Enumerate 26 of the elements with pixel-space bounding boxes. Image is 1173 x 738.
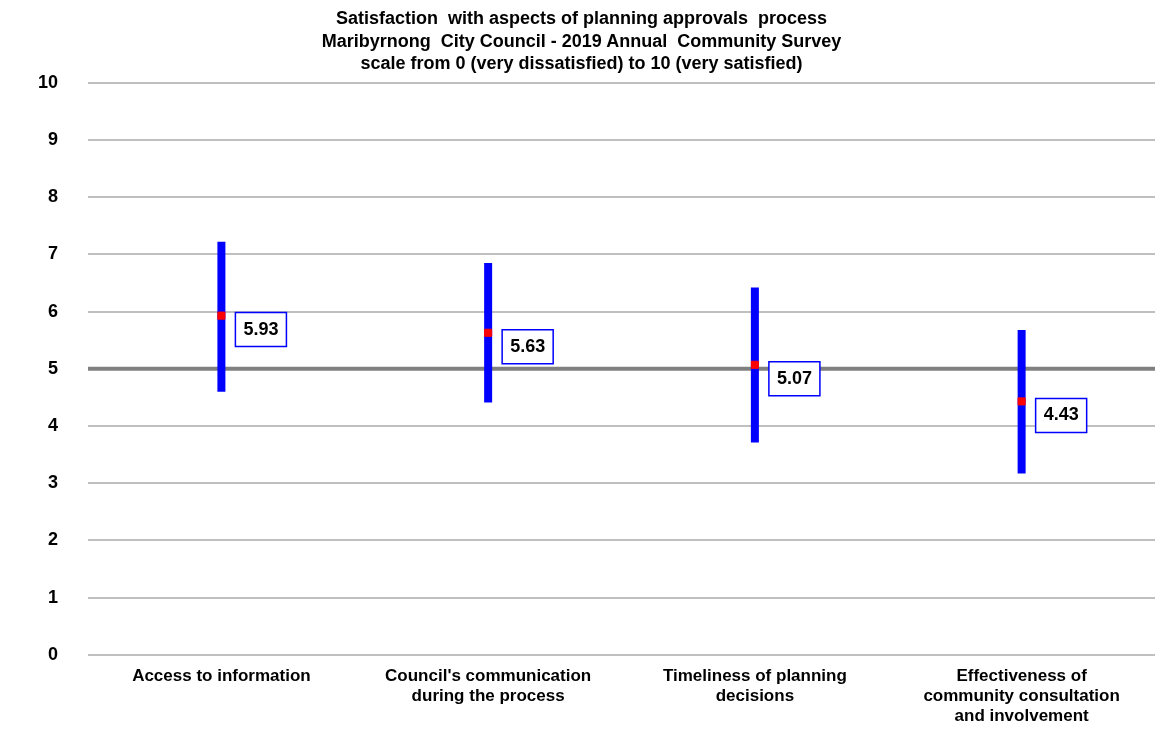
x-tick-label: Council's communication during the process	[385, 665, 592, 706]
point	[1017, 397, 1026, 406]
data-label: 5.93	[243, 318, 279, 339]
y-tick-label: 0	[48, 643, 59, 664]
y-tick-label: 3	[48, 472, 59, 493]
y-tick-label: 8	[48, 186, 59, 207]
x-tick-label: Access to information	[132, 665, 311, 685]
x-tick-label: Effectiveness of community consultation and involvement	[923, 665, 1120, 726]
y-tick-label: 10	[37, 71, 59, 92]
point	[217, 311, 226, 320]
y-tick-label: 7	[48, 243, 59, 264]
y-tick-label: 5	[48, 357, 59, 378]
y-tick-label: 1	[48, 586, 59, 607]
data-label: 5.07	[776, 367, 812, 388]
chart-subtitle: Maribyrnong City Council - 2019 Annual Community Survey	[321, 31, 842, 52]
x-tick-label: Timeliness of planning decisions	[662, 665, 847, 706]
point	[484, 328, 493, 337]
y-tick-label: 6	[48, 300, 59, 321]
point	[750, 360, 759, 369]
y-tick-label: 9	[48, 128, 59, 149]
chart-title: Satisfaction with aspects of planning approvals process	[335, 7, 828, 28]
data-label: 5.63	[510, 335, 546, 356]
y-tick-label: 4	[48, 414, 59, 435]
text: scale from 0 (very dissatisfied) to 10 (very satisfied)	[360, 52, 803, 73]
y-tick-label: 2	[48, 529, 59, 550]
data-label: 4.43	[1043, 404, 1079, 425]
